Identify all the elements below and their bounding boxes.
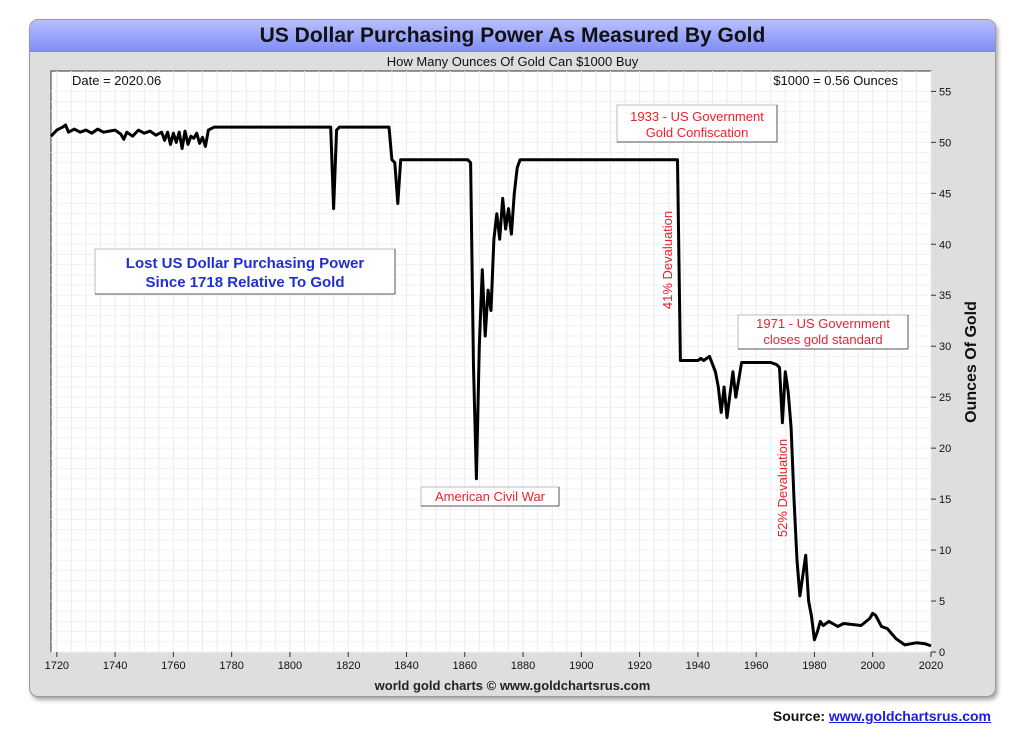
x-tick-label: 1960 — [744, 660, 768, 672]
chart-title: US Dollar Purchasing Power As Measured B… — [259, 24, 766, 47]
y-tick-label: 30 — [939, 341, 951, 353]
y-tick-label: 20 — [939, 443, 951, 455]
gold-standard-line2: closes gold standard — [763, 332, 882, 347]
y-tick-label: 35 — [939, 290, 951, 302]
y-tick-label: 5 — [939, 596, 945, 608]
x-tick-label: 1780 — [219, 660, 243, 672]
y-tick-label: 50 — [939, 137, 951, 149]
axis-ticks: 1720 1740 1760 1780 1800 1820 1840 1860 1880 1900… — [45, 86, 952, 672]
title-bar — [30, 20, 995, 52]
x-tick-label: 2020 — [919, 660, 943, 672]
x-tick-label: 1980 — [802, 660, 826, 672]
x-tick-label: 1740 — [103, 660, 127, 672]
devaluation-52-label: 52% Devaluation — [775, 439, 790, 537]
civil-war-label: American Civil War — [435, 489, 546, 504]
x-tick-label: 1900 — [569, 660, 593, 672]
devaluation-41-label: 41% Devaluation — [660, 211, 675, 309]
gold-confiscation-line2: Gold Confiscation — [646, 125, 749, 140]
y-tick-label: 45 — [939, 188, 951, 200]
x-tick-label: 1840 — [394, 660, 418, 672]
gold-standard-line1: 1971 - US Government — [756, 316, 890, 331]
value-annotation: $1000 = 0.56 Ounces — [773, 73, 898, 88]
chart-subtitle: How Many Ounces Of Gold Can $1000 Buy — [386, 54, 639, 69]
date-annotation: Date = 2020.06 — [72, 73, 161, 88]
y-tick-label: 15 — [939, 494, 951, 506]
gold-confiscation-line1: 1933 - US Government — [630, 109, 764, 124]
series-line — [49, 123, 932, 648]
lost-purchasing-power-line1: Lost US Dollar Purchasing Power — [126, 255, 365, 272]
source-credit: Source: www.goldchartsrus.com — [773, 708, 991, 724]
y-tick-label: 0 — [939, 647, 945, 659]
x-tick-label: 1760 — [161, 660, 185, 672]
grid-lines — [51, 71, 932, 653]
x-tick-label: 1820 — [336, 660, 360, 672]
civil-war-callout: American Civil War — [420, 486, 560, 507]
source-label: Source: — [772, 708, 829, 724]
x-tick-label: 1880 — [511, 660, 535, 672]
lost-purchasing-power-callout: Lost US Dollar Purchasing Power Since 17… — [94, 248, 396, 295]
plot-background — [50, 70, 932, 653]
x-tick-label: 1800 — [278, 660, 302, 672]
y-tick-label: 40 — [939, 239, 951, 251]
y-tick-label: 25 — [939, 392, 951, 404]
footer-credit: world gold charts © www.goldchartsrus.co… — [374, 678, 651, 693]
source-link[interactable]: www.goldchartsrus.com — [828, 708, 991, 724]
y-tick-label: 55 — [939, 86, 951, 98]
gold-confiscation-callout: 1933 - US Government Gold Confiscation — [616, 104, 778, 143]
x-tick-label: 1860 — [453, 660, 477, 672]
y-tick-label: 10 — [939, 545, 951, 557]
x-tick-label: 1920 — [627, 660, 651, 672]
gold-standard-callout: 1971 - US Government closes gold standar… — [737, 314, 909, 350]
x-tick-label: 1940 — [686, 660, 710, 672]
lost-purchasing-power-line2: Since 1718 Relative To Gold — [146, 274, 345, 291]
x-tick-label: 2000 — [860, 660, 884, 672]
x-tick-label: 1720 — [45, 660, 69, 672]
y-axis-label: Ounces Of Gold — [963, 301, 980, 423]
